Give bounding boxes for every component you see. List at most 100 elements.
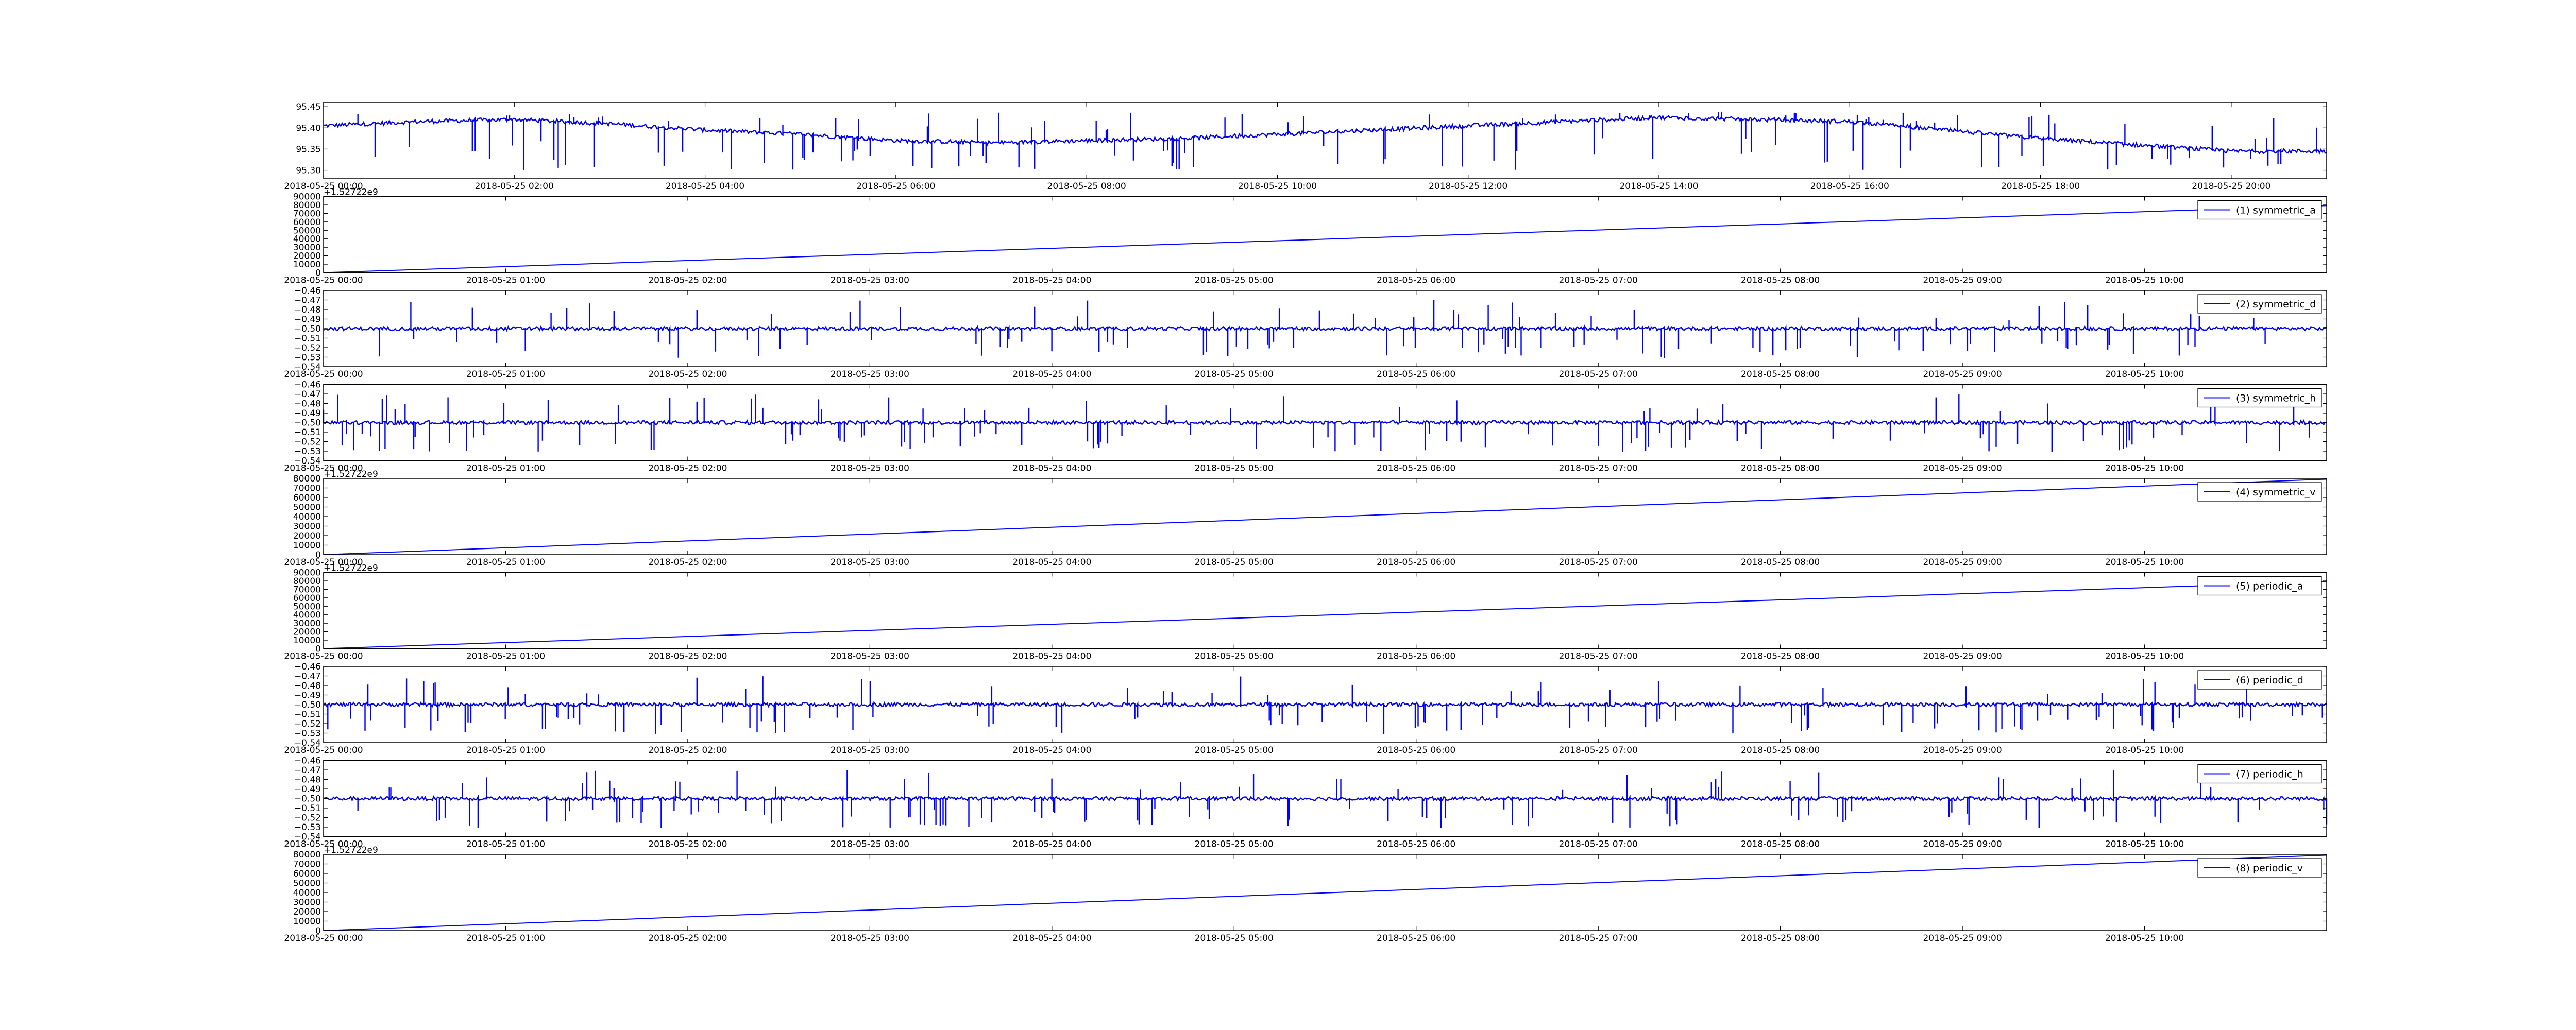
x-tick-label: 2018-05-25 01:00 xyxy=(466,369,545,380)
y-tick-label: 20000 xyxy=(293,907,321,917)
x-tick-label: 2018-05-25 04:00 xyxy=(1012,651,1091,662)
axes-frame xyxy=(323,102,2327,179)
y-tick-label: 40000 xyxy=(293,512,321,522)
offset-text: +1.52722e9 xyxy=(324,469,378,479)
series-line xyxy=(323,478,2327,555)
x-tick-label: 2018-05-25 02:00 xyxy=(648,369,727,380)
y-tick-label: −0.49 xyxy=(294,315,321,325)
x-tick-label: 2018-05-25 00:00 xyxy=(284,651,363,662)
y-tick-label: 60000 xyxy=(293,493,321,503)
series-line xyxy=(323,581,2327,649)
x-tick-label: 2018-05-25 04:00 xyxy=(1012,557,1091,568)
y-tick-label: −0.50 xyxy=(294,794,321,804)
y-tick-label: −0.52 xyxy=(294,813,321,823)
x-tick-label: 2018-05-25 00:00 xyxy=(284,464,363,474)
y-tick-label: 10000 xyxy=(293,917,321,927)
x-tick-label: 2018-05-25 00:00 xyxy=(284,933,363,943)
legend-label: (4) symmetric_v xyxy=(2236,487,2316,498)
y-tick-label: 60000 xyxy=(293,869,321,879)
x-tick-label: 2018-05-25 02:00 xyxy=(648,933,727,943)
x-tick-label: 2018-05-25 00:00 xyxy=(284,276,363,286)
y-tick-label: −0.53 xyxy=(294,447,321,457)
y-tick-label: −0.50 xyxy=(294,700,321,710)
y-tick-label: 90000 xyxy=(293,192,321,202)
y-tick-label: 30000 xyxy=(293,619,321,629)
x-tick-label: 2018-05-25 02:00 xyxy=(648,651,727,662)
legend-label: (1) symmetric_a xyxy=(2236,205,2316,216)
y-tick-label: −0.47 xyxy=(294,672,321,682)
y-tick-label: −0.50 xyxy=(294,324,321,334)
x-tick-label: 2018-05-25 05:00 xyxy=(1195,933,1274,943)
x-tick-label: 2018-05-25 08:00 xyxy=(1741,651,1820,662)
x-tick-label: 2018-05-25 08:00 xyxy=(1741,276,1820,286)
x-tick-label: 2018-05-25 08:00 xyxy=(1741,933,1820,943)
y-tick-label: −0.48 xyxy=(294,681,321,691)
x-tick-label: 2018-05-25 12:00 xyxy=(1429,181,1507,192)
y-tick-label: −0.50 xyxy=(294,418,321,428)
x-tick-label: 2018-05-25 07:00 xyxy=(1559,276,1638,286)
x-tick-label: 2018-05-25 03:00 xyxy=(831,933,909,943)
y-tick-label: 40000 xyxy=(293,610,321,621)
subplot-2: 0100002000030000400005000060000700008000… xyxy=(284,187,2327,286)
x-tick-label: 2018-05-25 07:00 xyxy=(1559,745,1638,756)
y-tick-label: −0.47 xyxy=(294,389,321,400)
y-tick-label: −0.46 xyxy=(294,662,321,672)
subplot-9: 0100002000030000400005000060000700008000… xyxy=(284,845,2327,943)
series-line xyxy=(323,854,2327,931)
y-tick-label: −0.49 xyxy=(294,784,321,795)
x-tick-label: 2018-05-25 01:00 xyxy=(466,276,545,286)
y-tick-label: 50000 xyxy=(293,226,321,236)
y-tick-label: −0.48 xyxy=(294,775,321,785)
y-tick-label: 80000 xyxy=(293,474,321,484)
x-tick-label: 2018-05-25 07:00 xyxy=(1559,839,1638,850)
y-tick-label: 90000 xyxy=(293,568,321,578)
y-tick-label: −0.53 xyxy=(294,353,321,363)
y-tick-label: 50000 xyxy=(293,879,321,889)
x-tick-label: 2018-05-25 02:00 xyxy=(648,745,727,756)
y-tick-label: 60000 xyxy=(293,217,321,228)
y-tick-label: −0.47 xyxy=(294,296,321,306)
x-tick-label: 2018-05-25 09:00 xyxy=(1923,464,2002,474)
x-tick-label: 2018-05-25 07:00 xyxy=(1559,933,1638,943)
x-tick-label: 2018-05-25 02:00 xyxy=(648,557,727,568)
x-tick-label: 2018-05-25 06:00 xyxy=(1377,557,1455,568)
y-tick-label: 40000 xyxy=(293,234,321,245)
legend-label: (8) periodic_v xyxy=(2236,863,2303,874)
legend-label: (2) symmetric_d xyxy=(2236,299,2316,310)
axes-frame xyxy=(323,196,2327,273)
y-tick-label: 20000 xyxy=(293,251,321,262)
x-tick-label: 2018-05-25 10:00 xyxy=(2105,276,2184,286)
y-tick-label: 0 xyxy=(315,644,321,655)
y-tick-label: −0.54 xyxy=(294,738,321,748)
y-tick-label: −0.51 xyxy=(294,427,321,438)
y-tick-label: 0 xyxy=(315,926,321,936)
x-tick-label: 2018-05-25 08:00 xyxy=(1741,557,1820,568)
y-tick-label: 10000 xyxy=(293,260,321,270)
x-tick-label: 2018-05-25 05:00 xyxy=(1195,557,1274,568)
series-line xyxy=(323,770,2328,828)
x-tick-label: 2018-05-25 10:00 xyxy=(2105,651,2184,662)
y-tick-label: −0.51 xyxy=(294,803,321,814)
x-tick-label: 2018-05-25 10:00 xyxy=(2105,369,2184,380)
x-tick-label: 2018-05-25 09:00 xyxy=(1923,651,2002,662)
x-tick-label: 2018-05-25 07:00 xyxy=(1559,651,1638,662)
y-tick-label: −0.51 xyxy=(294,710,321,720)
x-tick-label: 2018-05-25 06:00 xyxy=(1377,276,1455,286)
y-tick-label: −0.46 xyxy=(294,286,321,296)
x-tick-label: 2018-05-25 01:00 xyxy=(466,839,545,850)
y-tick-label: −0.52 xyxy=(294,343,321,353)
x-tick-label: 2018-05-25 08:00 xyxy=(1741,745,1820,756)
subplot-4: −0.54−0.53−0.52−0.51−0.50−0.49−0.48−0.47… xyxy=(284,380,2327,474)
series-line xyxy=(323,205,2327,273)
x-tick-label: 2018-05-25 03:00 xyxy=(831,557,909,568)
x-tick-label: 2018-05-25 04:00 xyxy=(1012,369,1091,380)
x-tick-label: 2018-05-25 06:00 xyxy=(1377,839,1455,850)
x-tick-label: 2018-05-25 01:00 xyxy=(466,745,545,756)
x-tick-label: 2018-05-25 01:00 xyxy=(466,651,545,662)
x-tick-label: 2018-05-25 07:00 xyxy=(1559,464,1638,474)
y-tick-label: 10000 xyxy=(293,636,321,646)
y-tick-label: −0.54 xyxy=(294,456,321,467)
y-tick-label: 20000 xyxy=(293,627,321,638)
x-tick-label: 2018-05-25 03:00 xyxy=(831,745,909,756)
